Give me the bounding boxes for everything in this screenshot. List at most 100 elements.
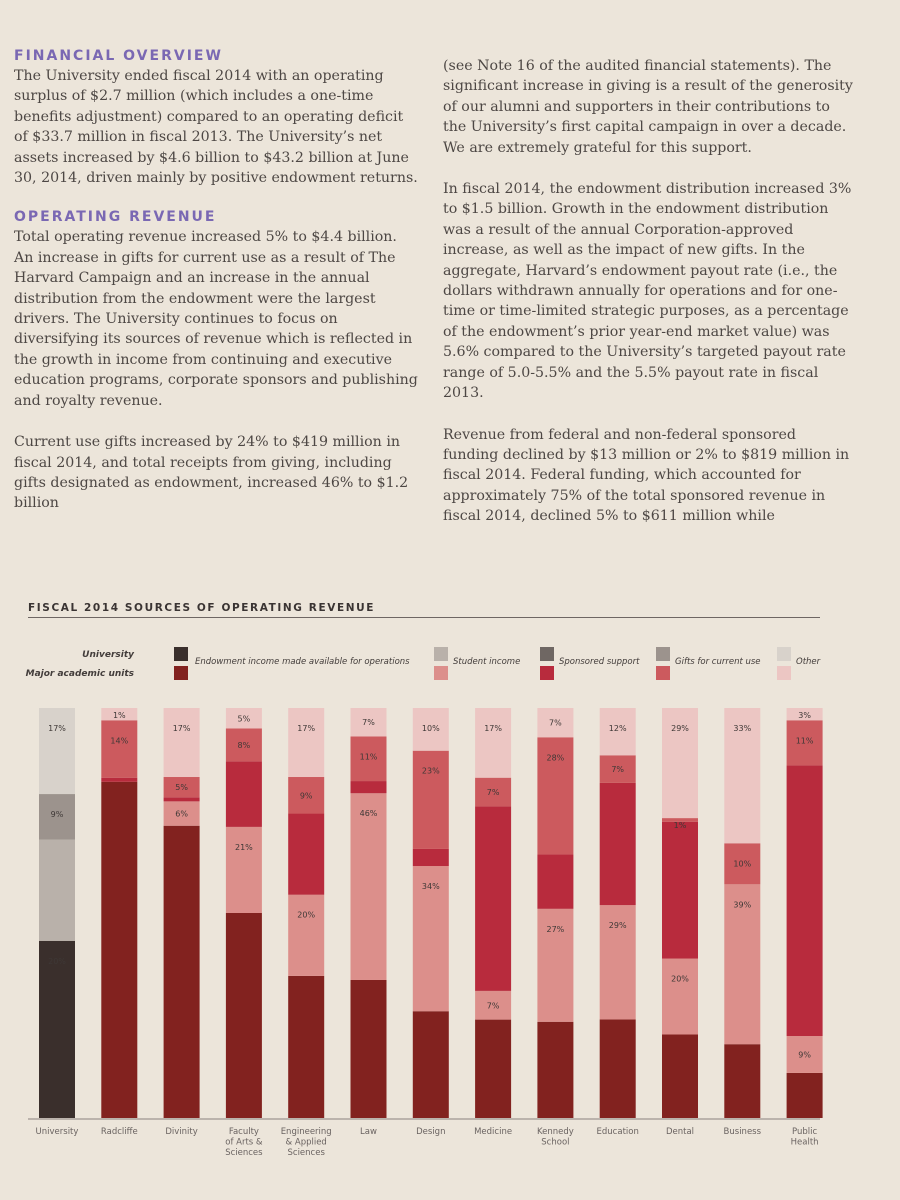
x-tick-label: Engineering & Applied Sciences — [281, 1127, 332, 1158]
bar-segment — [350, 979, 387, 1118]
segment-label: 27% — [547, 925, 565, 934]
bar-segment — [288, 777, 325, 814]
segment-label: 46% — [360, 809, 378, 818]
segment-label: 20% — [297, 911, 315, 920]
bar-segment — [288, 975, 325, 1118]
x-tick-label: Medicine — [474, 1127, 512, 1137]
bar-segment — [163, 801, 200, 826]
segment-label: 7% — [487, 1001, 500, 1010]
bar-segment — [537, 1021, 574, 1118]
x-tick-label: Law — [360, 1127, 377, 1137]
bar-segment — [537, 908, 574, 1022]
bar-segment — [412, 750, 449, 849]
legend-row-major-units: Major academic units — [25, 669, 134, 679]
legend-swatch-university-2 — [540, 647, 554, 661]
segment-label: 9% — [798, 1050, 811, 1059]
chart-title-rule — [28, 617, 820, 618]
right-paragraph-3: Revenue from federal and non-federal spo… — [443, 426, 850, 525]
bar-segment — [724, 843, 761, 885]
operating-revenue-paragraph-2: Current use gifts increased by 24% to $4… — [14, 434, 409, 512]
segment-label: 17% — [48, 724, 66, 733]
bar-segment — [163, 825, 200, 1118]
bar-segment — [475, 1019, 512, 1118]
bar-segment — [537, 708, 574, 738]
segment-label: 7% — [611, 765, 624, 774]
x-tick-label: Kennedy School — [537, 1127, 574, 1148]
bar-segment — [39, 708, 75, 795]
bar-segment — [101, 777, 138, 782]
bar-segment — [724, 884, 761, 1045]
bar-segment — [288, 894, 325, 976]
legend-swatch-university-0 — [174, 647, 188, 661]
bar-segment — [599, 755, 636, 783]
segment-label: 29% — [671, 724, 689, 733]
bar-segment — [786, 720, 823, 766]
bar-segment — [101, 781, 138, 1118]
bar-segment — [786, 1072, 823, 1118]
legend-swatch-units-0 — [174, 666, 188, 680]
x-tick-label: Public Health — [791, 1127, 819, 1148]
segment-label: 7% — [487, 788, 500, 797]
segment-label: 5% — [175, 783, 188, 792]
bar-segment — [288, 813, 325, 895]
bar-segment — [786, 708, 823, 721]
segment-label: 14% — [110, 736, 128, 745]
x-tick-label: Education — [597, 1127, 639, 1137]
legend-swatch-units-2 — [540, 666, 554, 680]
bar-segment — [786, 765, 823, 1036]
right-paragraph-1: (see Note 16 of the audited financial st… — [443, 58, 853, 156]
segment-label: 1% — [674, 821, 687, 830]
bar-segment — [412, 1011, 449, 1118]
legend-swatch-units-1 — [434, 666, 448, 680]
segment-label: 34% — [422, 882, 440, 891]
bar-segment — [662, 821, 698, 959]
segment-label: 28% — [547, 753, 565, 762]
bar-segment — [662, 818, 698, 822]
bar-segment — [786, 1036, 823, 1073]
segment-label: 10% — [733, 859, 751, 868]
financial-overview-heading: FINANCIAL OVERVIEW — [14, 48, 223, 64]
x-tick-label: Business — [724, 1127, 762, 1137]
bar-segment — [475, 777, 512, 807]
bar-segment — [225, 761, 262, 827]
legend-label-0: Endowment income made available for oper… — [195, 657, 410, 667]
legend-swatch-university-4 — [777, 647, 791, 661]
segment-label: 20% — [48, 957, 66, 966]
segment-label: 1% — [113, 711, 126, 720]
bar-segment — [599, 1019, 636, 1118]
bar-segment — [350, 736, 387, 782]
bar-segment — [475, 708, 512, 778]
segment-label: 9% — [51, 810, 64, 819]
left-column: FINANCIAL OVERVIEW The University ended … — [14, 48, 419, 535]
x-tick-label: Radcliffe — [101, 1127, 138, 1137]
segment-label: 11% — [796, 736, 814, 745]
bar-segment — [163, 777, 200, 798]
segment-label: 6% — [175, 810, 188, 819]
bar-segment — [163, 797, 200, 802]
bar-segment — [537, 854, 574, 909]
segment-label: 17% — [297, 724, 315, 733]
segment-label: 3% — [798, 711, 811, 720]
bar-segment — [412, 866, 449, 1012]
chart-title: FISCAL 2014 SOURCES OF OPERATING REVENUE — [28, 602, 376, 614]
bar-segment — [475, 806, 512, 991]
bar-segment — [599, 708, 636, 756]
bar-segment — [39, 839, 75, 941]
segment-label: 23% — [422, 767, 440, 776]
operating-revenue-heading: OPERATING REVENUE — [14, 209, 217, 226]
right-paragraph-2: In fiscal 2014, the endowment distributi… — [443, 181, 852, 402]
bar-segment — [724, 708, 761, 844]
segment-label: 20% — [671, 975, 689, 984]
bar-segment — [412, 708, 449, 751]
legend-label-4: Other — [796, 657, 821, 667]
bar-segment — [662, 708, 698, 819]
legend-swatch-units-4 — [777, 666, 791, 680]
bar-segment — [101, 708, 138, 721]
bar-segment — [599, 782, 636, 906]
segment-label: 21% — [235, 843, 253, 852]
bar-segment — [225, 728, 262, 762]
bar-segment — [225, 913, 262, 1118]
bar-segment — [662, 1034, 698, 1118]
segment-label: 17% — [173, 724, 191, 733]
right-column: (see Note 16 of the audited financial st… — [443, 56, 853, 548]
